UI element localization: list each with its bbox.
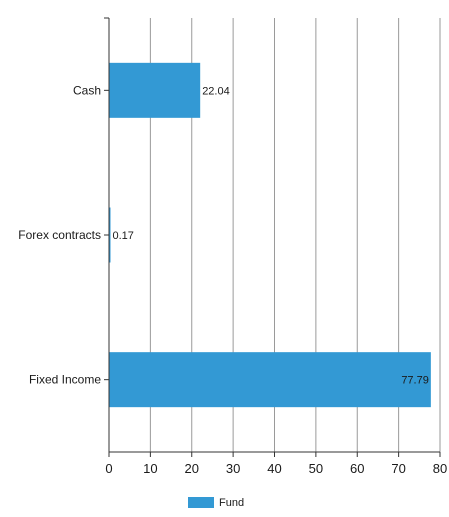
bar-forex-contracts	[109, 207, 111, 263]
x-tick-label: 50	[309, 461, 323, 476]
data-label: 22.04	[202, 85, 230, 97]
data-label: 0.17	[113, 230, 134, 242]
x-tick-label: 60	[350, 461, 364, 476]
bars	[109, 62, 431, 408]
x-tick-label: 10	[143, 461, 157, 476]
legend: Fund	[188, 497, 244, 509]
x-tick-label: 80	[433, 461, 447, 476]
labels: 0 10 20 30 40 50 60 70 80 Cash 22.04 Forex contract…	[18, 83, 447, 476]
bar-fixed-income	[109, 352, 431, 408]
legend-label: Fund	[219, 497, 244, 509]
data-label: 77.79	[401, 375, 429, 387]
x-tick-label: 30	[226, 461, 240, 476]
category-label: Cash	[73, 83, 101, 97]
category-label: Forex contracts	[18, 228, 101, 242]
x-tick-label: 40	[267, 461, 281, 476]
x-tick-label: 0	[105, 461, 112, 476]
category-label: Fixed Income	[29, 373, 101, 387]
legend-swatch	[188, 497, 214, 508]
x-tick-label: 70	[391, 461, 405, 476]
axes	[104, 17, 441, 457]
bar-cash	[109, 62, 201, 118]
x-tick-label: 20	[185, 461, 199, 476]
